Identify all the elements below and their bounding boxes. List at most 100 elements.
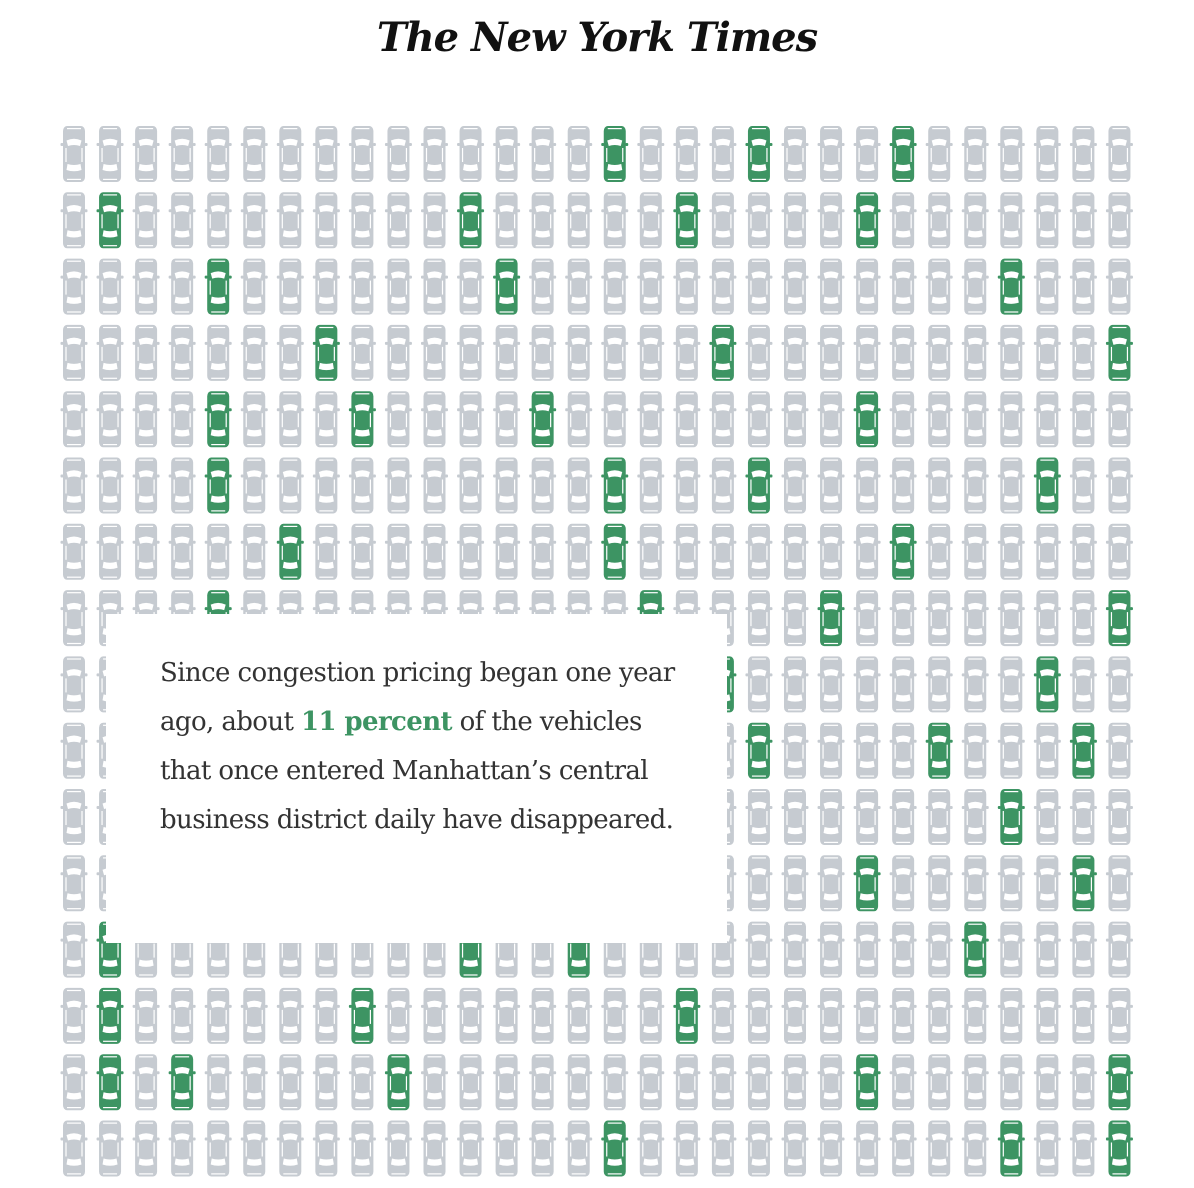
car: [961, 1054, 989, 1111]
car-disappeared: [1033, 457, 1061, 514]
car: [421, 987, 448, 1044]
car: [925, 789, 953, 845]
car: [565, 258, 593, 315]
car: [889, 1054, 917, 1111]
car-disappeared: [529, 391, 557, 448]
car: [276, 1054, 304, 1111]
car: [781, 656, 809, 713]
car-disappeared: [348, 391, 376, 448]
car: [348, 126, 376, 182]
car: [565, 192, 593, 249]
car: [168, 258, 196, 315]
car: [1033, 590, 1061, 647]
car: [421, 192, 448, 249]
car: [853, 656, 881, 713]
car: [781, 921, 809, 978]
car: [204, 192, 232, 249]
car: [889, 258, 917, 315]
car-disappeared: [384, 1054, 412, 1111]
car: [1033, 258, 1061, 315]
car: [493, 457, 521, 514]
car: [1069, 457, 1097, 514]
car: [925, 391, 953, 448]
car: [1105, 855, 1133, 912]
car: [132, 457, 160, 514]
car: [565, 457, 593, 514]
car: [384, 457, 412, 514]
car: [997, 722, 1025, 779]
car: [961, 789, 989, 845]
car: [1069, 590, 1097, 647]
car: [1105, 789, 1133, 845]
car: [781, 1120, 809, 1177]
car: [348, 324, 376, 381]
car: [421, 391, 448, 448]
car: [384, 324, 412, 381]
car: [1069, 987, 1097, 1044]
car: [961, 590, 989, 647]
car: [384, 258, 412, 315]
car: [1105, 258, 1133, 315]
car: [132, 126, 160, 182]
car: [1105, 722, 1133, 779]
car: [673, 258, 701, 315]
car: [853, 1120, 881, 1177]
car: [889, 457, 917, 514]
car: [817, 324, 845, 381]
car: [781, 1054, 809, 1111]
nyt-masthead-logo[interactable]: The New York Times: [376, 14, 818, 61]
car-disappeared: [673, 192, 701, 249]
car: [889, 1120, 917, 1177]
car: [240, 391, 268, 448]
car: [457, 126, 485, 182]
car: [1105, 656, 1133, 713]
car-disappeared: [493, 258, 521, 315]
car: [421, 258, 448, 315]
car: [1105, 921, 1133, 978]
car: [961, 523, 989, 580]
car: [60, 391, 88, 448]
car: [997, 523, 1025, 580]
car: [673, 1120, 701, 1177]
car: [60, 1054, 88, 1111]
car: [1105, 457, 1133, 514]
car: [493, 192, 521, 249]
car: [529, 324, 557, 381]
car: [745, 391, 773, 448]
car: [276, 192, 304, 249]
car: [1033, 523, 1061, 580]
car: [745, 192, 773, 249]
car: [60, 656, 88, 713]
car-disappeared: [997, 789, 1025, 845]
car: [565, 987, 593, 1044]
car: [781, 590, 809, 647]
car: [997, 1054, 1025, 1111]
car: [637, 1054, 665, 1111]
car: [745, 258, 773, 315]
car: [673, 391, 701, 448]
car: [1069, 324, 1097, 381]
car: [1033, 789, 1061, 845]
car: [348, 523, 376, 580]
car: [817, 855, 845, 912]
car-disappeared: [601, 523, 629, 580]
car: [1105, 391, 1133, 448]
car: [132, 1054, 160, 1111]
car: [276, 126, 304, 182]
car: [493, 324, 521, 381]
car: [529, 1054, 557, 1111]
car: [817, 1054, 845, 1111]
car-disappeared: [1069, 855, 1097, 912]
car: [745, 590, 773, 647]
car: [1069, 1054, 1097, 1111]
car: [60, 1120, 88, 1177]
car-disappeared: [204, 258, 232, 315]
caption-highlight-percent: 11 percent: [300, 707, 453, 737]
car: [1069, 192, 1097, 249]
car: [1105, 523, 1133, 580]
car: [168, 391, 196, 448]
car: [781, 324, 809, 381]
car: [204, 523, 232, 580]
car-disappeared: [1105, 324, 1133, 381]
